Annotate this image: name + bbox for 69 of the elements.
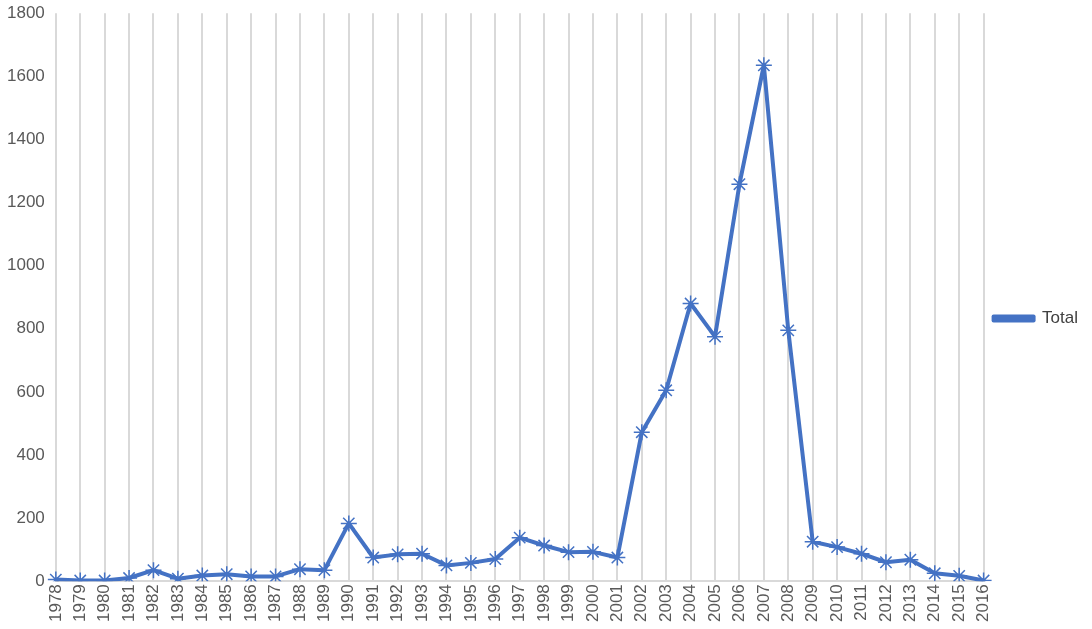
x-tick-label: 2006 (729, 584, 749, 623)
x-tick-label: 2008 (777, 584, 797, 623)
x-tick-label: 1981 (118, 584, 138, 623)
x-tick-label: 2016 (973, 584, 993, 623)
x-tick-label: 1982 (143, 584, 163, 623)
x-tick-label: 1984 (192, 584, 211, 623)
point (242, 567, 260, 582)
point (462, 554, 480, 572)
point (510, 528, 529, 547)
y-tick-label: 600 (16, 381, 45, 401)
x-tick-label: 1989 (314, 584, 334, 623)
x-tick-label: 1988 (289, 584, 309, 623)
point (633, 423, 651, 441)
x-tick-label: 2004 (680, 584, 700, 623)
x-tick-label: 1983 (167, 584, 187, 623)
x-tick-label: 1992 (387, 584, 407, 623)
x-tick-label: 1998 (533, 584, 553, 623)
x-tick-label: 1978 (45, 584, 65, 623)
point (584, 543, 602, 561)
x-tick-label: 1979 (69, 584, 89, 623)
point (657, 381, 675, 400)
x-tick-label: 1995 (460, 584, 480, 623)
x-tick-label: 2012 (875, 584, 895, 623)
point (803, 532, 822, 551)
x-tick-label: 1990 (338, 584, 358, 623)
x-tick-label: 1980 (94, 584, 114, 623)
x-tick-label: 1986 (240, 584, 260, 623)
x-tick-label: 2010 (826, 584, 846, 623)
point (340, 514, 358, 533)
legend-label: Total (1042, 308, 1079, 328)
x-tick-label: 2009 (802, 584, 822, 623)
point (852, 544, 871, 563)
x-tick-label: 1999 (558, 584, 578, 623)
point (681, 294, 700, 313)
x-tick-label: 1987 (265, 584, 285, 623)
x-tick-label: 1997 (509, 584, 529, 623)
point (364, 548, 382, 567)
y-tick-label: 1600 (6, 66, 45, 85)
point (828, 538, 846, 556)
point (608, 548, 627, 567)
point (437, 556, 456, 575)
point (730, 175, 749, 193)
y-tick-label: 0 (35, 570, 45, 590)
x-tick-label: 2014 (924, 584, 944, 623)
x-tick-label: 2003 (655, 584, 675, 623)
y-tick-label: 1200 (6, 192, 45, 212)
x-tick-label: 2000 (582, 584, 602, 623)
y-tick-label: 1000 (6, 255, 45, 275)
y-tick-label: 200 (16, 507, 45, 527)
x-tick-label: 2001 (607, 584, 627, 623)
point (535, 536, 553, 555)
x-tick-label: 1991 (362, 584, 382, 623)
x-tick-label: 2015 (948, 584, 968, 623)
x-tick-label: 1994 (436, 584, 456, 623)
x-tick-label: 1993 (411, 584, 431, 623)
y-tick-label: 800 (16, 318, 45, 338)
x-tick-label: 1985 (216, 584, 236, 623)
x-tick-label: 2007 (753, 584, 773, 623)
point (706, 327, 724, 346)
y-tick-label: 1400 (6, 129, 45, 149)
x-tick-label: 2013 (900, 584, 920, 623)
x-tick-label: 2011 (851, 584, 871, 621)
x-tick-label: 2002 (631, 584, 651, 623)
x-tick-label: 1996 (484, 584, 504, 623)
point (486, 550, 505, 568)
point (144, 561, 163, 579)
y-tick-label: 1800 (6, 2, 45, 22)
x-tick-label: 2005 (704, 584, 724, 623)
y-tick-label: 400 (16, 444, 45, 464)
